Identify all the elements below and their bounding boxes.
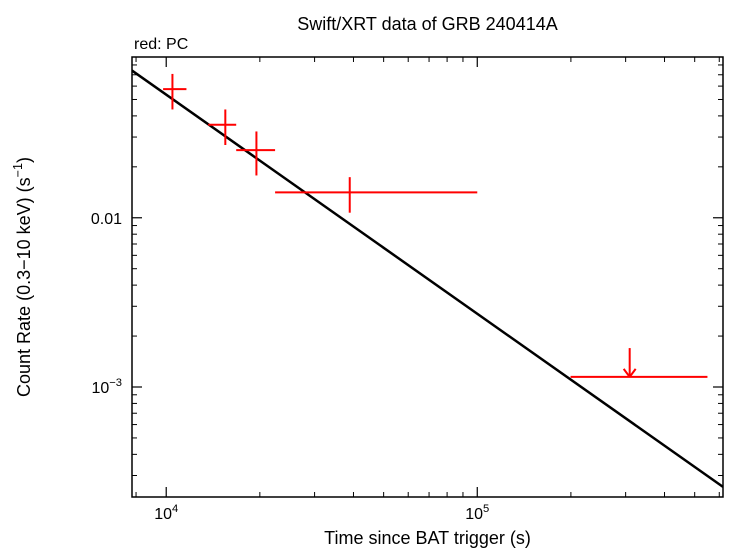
- chart-container: 10410510−30.01Swift/XRT data of GRB 2404…: [0, 0, 746, 558]
- chart-title: Swift/XRT data of GRB 240414A: [297, 14, 557, 34]
- legend-label: red: PC: [134, 36, 188, 53]
- chart-background: [0, 0, 746, 558]
- chart-svg: 10410510−30.01Swift/XRT data of GRB 2404…: [0, 0, 746, 558]
- x-axis-label: Time since BAT trigger (s): [324, 528, 531, 548]
- y-tick-label: 0.01: [91, 211, 122, 228]
- y-axis-label: Count Rate (0.3−10 keV) (s−1): [11, 157, 34, 397]
